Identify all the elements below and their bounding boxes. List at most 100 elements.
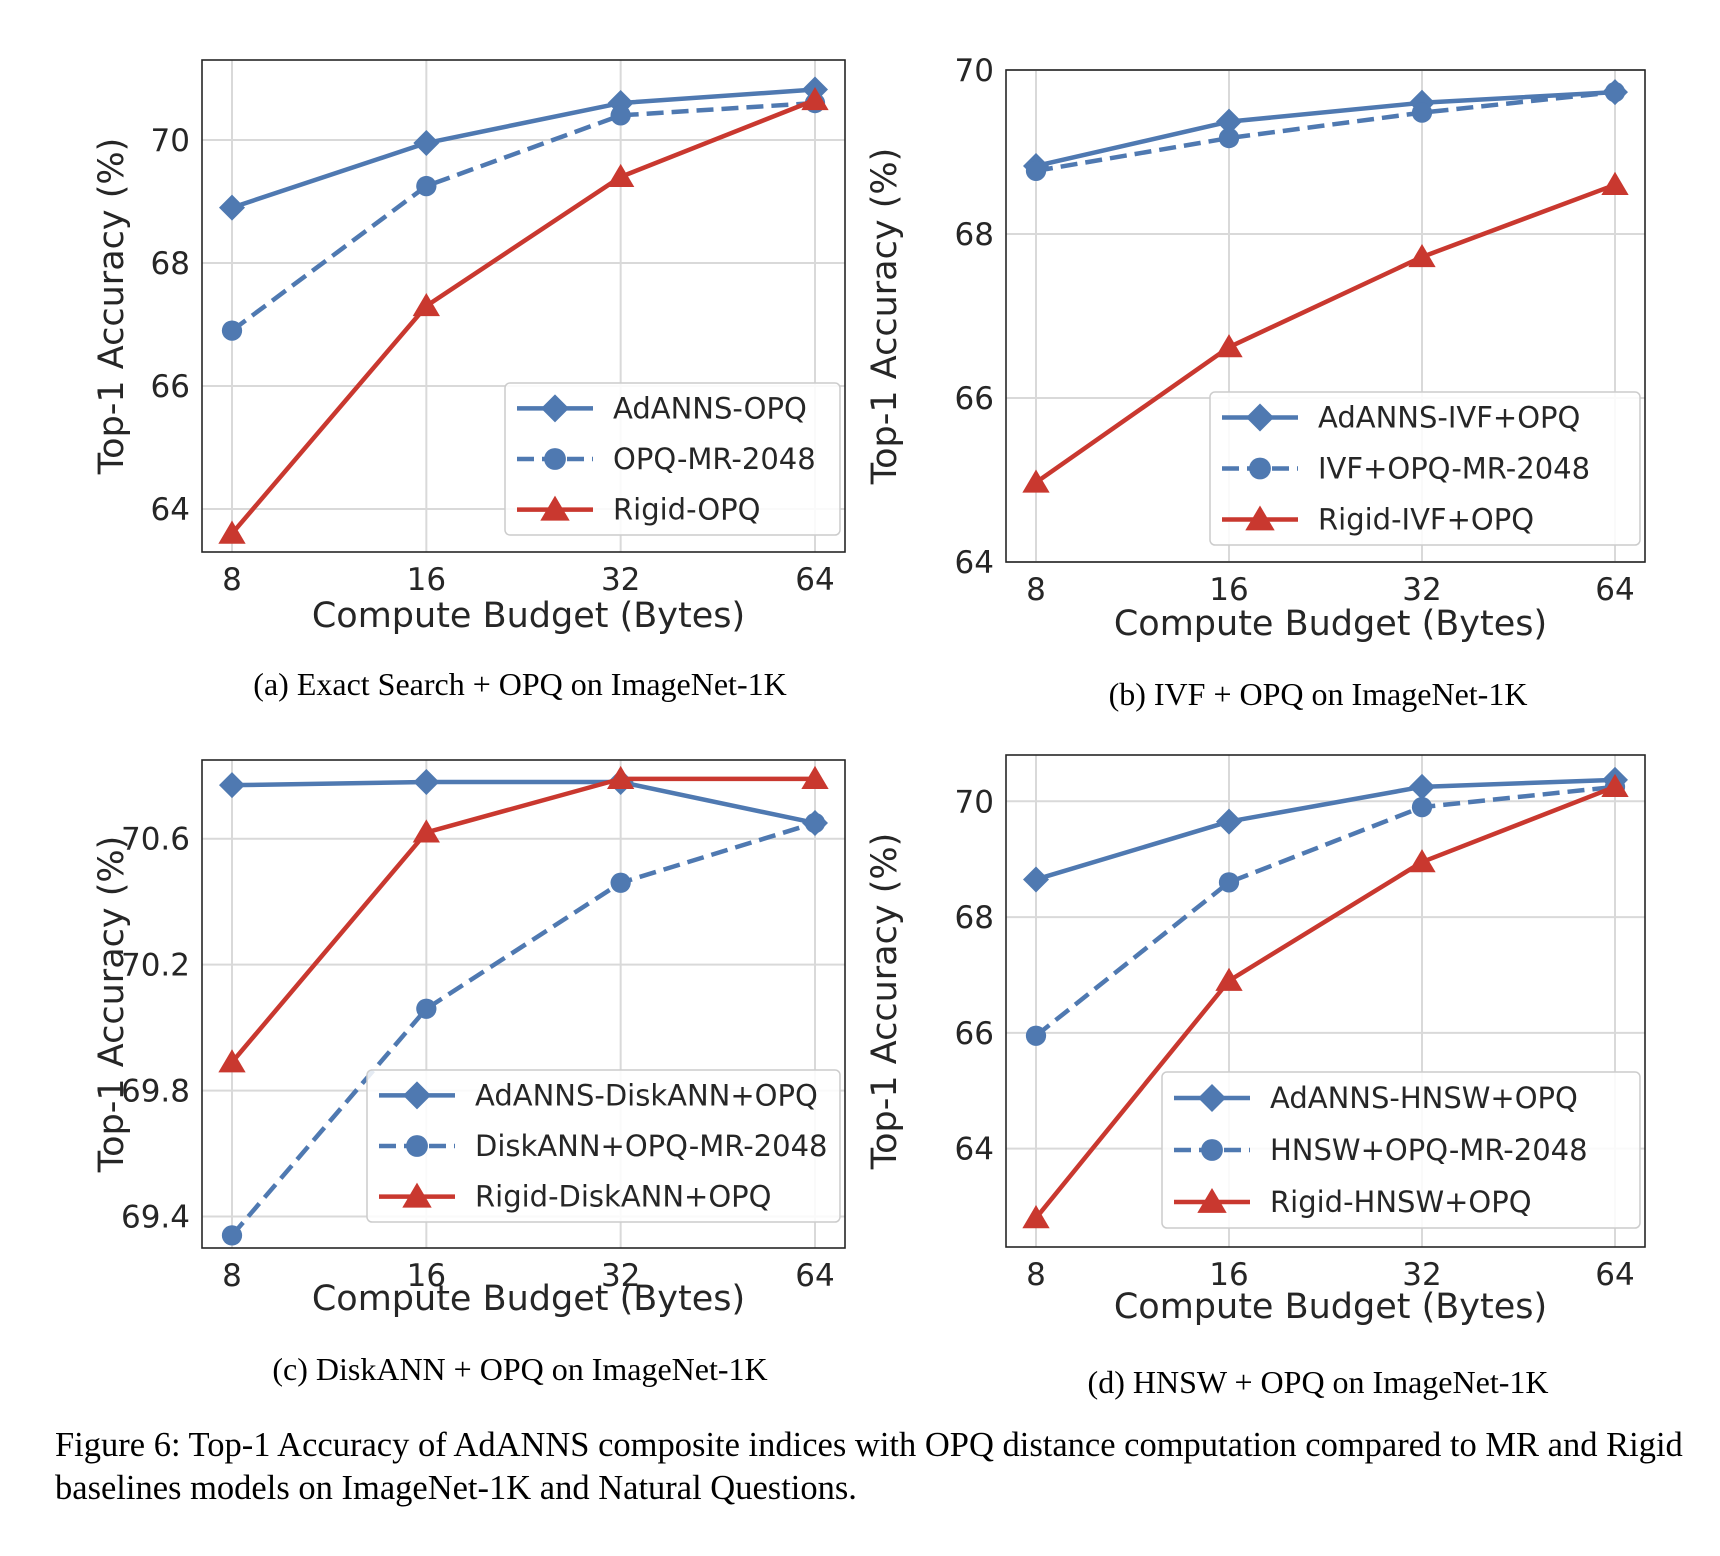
x-tick-label: 32: [1402, 1257, 1441, 1293]
data-point-circle: [1218, 127, 1240, 149]
series-1: [1025, 82, 1626, 181]
data-point-diamond: [1409, 773, 1435, 800]
x-axis-label: Compute Budget (Bytes): [1114, 1287, 1547, 1327]
legend-marker-circle: [1201, 1139, 1223, 1161]
y-tick-label: 70: [151, 123, 190, 159]
data-point-circle: [1025, 160, 1047, 181]
data-point-diamond: [413, 130, 440, 157]
series-line: [1035, 89, 1616, 169]
data-point-diamond: [1216, 808, 1242, 835]
data-point-circle: [1604, 82, 1626, 103]
legend-marker-diamond: [1198, 1084, 1226, 1112]
panel-caption: (c) DiskANN + OPQ on ImageNet-1K: [272, 1351, 767, 1387]
legend-label: HNSW+OPQ-MR-2048: [1270, 1133, 1588, 1167]
series-line: [1034, 182, 1616, 485]
y-tick-label: 64: [151, 492, 190, 528]
x-tick-label: 8: [222, 1258, 242, 1294]
data-point-diamond: [219, 772, 245, 799]
legend-box: [1209, 391, 1641, 546]
series-line: [1034, 784, 1616, 1220]
legend-label: IVF+OPQ-MR-2048: [1318, 452, 1590, 486]
data-point-triangle: [1215, 334, 1243, 358]
data-point-circle: [416, 175, 437, 197]
y-tick-label: 68: [151, 246, 190, 282]
plot-frame: [1005, 69, 1646, 563]
x-tick-label: 64: [795, 1258, 834, 1294]
legend-label: AdANNS-OPQ: [613, 391, 807, 425]
y-axis-label: Top-1 Accuracy (%): [92, 836, 132, 1174]
series-line: [230, 820, 816, 1237]
legend-label: OPQ-MR-2048: [613, 442, 816, 476]
chart-panel-a: 8 16 32 64 64 66 68 70 Compute Budget (Bytes) Top…: [92, 59, 846, 702]
data-point-triangle: [801, 86, 829, 111]
panel-caption: (b) IVF + OPQ on ImageNet-1K: [1109, 676, 1528, 712]
series-0: [1023, 79, 1628, 179]
data-point-triangle: [1022, 1205, 1050, 1229]
data-point-circle: [1025, 1025, 1047, 1046]
series-line: [1035, 777, 1616, 882]
panel-caption: (a) Exact Search + OPQ on ImageNet-1K: [253, 666, 786, 702]
series-1: [221, 812, 826, 1246]
data-point-circle: [221, 320, 243, 341]
data-point-circle: [610, 872, 631, 893]
legend-label: AdANNS-HNSW+OPQ: [1270, 1081, 1578, 1115]
data-point-triangle: [218, 520, 246, 544]
x-tick-label: 16: [1209, 572, 1248, 608]
legend-label: Rigid-HNSW+OPQ: [1270, 1185, 1532, 1219]
data-point-triangle: [1601, 171, 1629, 195]
legend-marker-triangle: [402, 1182, 432, 1208]
data-point-triangle: [1601, 773, 1629, 797]
legend-label: AdANNS-IVF+OPQ: [1318, 401, 1580, 435]
legend: AdANNS-IVF+OPQ IVF+OPQ-MR-2048 Rigid-IVF+O…: [1209, 391, 1641, 546]
data-point-circle: [1411, 796, 1433, 818]
y-tick-label: 66: [955, 1016, 994, 1052]
x-tick-label: 64: [795, 562, 834, 598]
series-2: [218, 86, 829, 544]
data-point-triangle: [1408, 849, 1436, 873]
x-axis-label: Compute Budget (Bytes): [1114, 604, 1547, 644]
legend-marker-triangle: [540, 495, 570, 521]
legend: AdANNS-DiskANN+OPQ DiskANN+OPQ-MR-2048 Rig…: [366, 1069, 841, 1223]
x-tick-label: 32: [1402, 572, 1441, 608]
legend-marker-triangle: [1197, 1188, 1227, 1213]
legend-marker-circle: [1249, 457, 1271, 480]
y-tick-label: 69.4: [121, 1200, 190, 1236]
legend-label: Rigid-OPQ: [613, 493, 761, 527]
legend-label: Rigid-IVF+OPQ: [1318, 503, 1534, 537]
data-point-triangle: [1215, 967, 1243, 991]
y-tick-label: 66: [151, 369, 190, 405]
y-tick-label: 70: [955, 784, 994, 820]
y-axis-label: Top-1 Accuracy (%): [865, 148, 905, 486]
y-tick-label: 70: [955, 53, 994, 89]
chart-panel-d: 8 16 32 64 64 66 68 70 Compute Budget (Bytes) Top…: [865, 754, 1646, 1400]
legend-marker-circle: [544, 448, 566, 470]
data-point-circle: [221, 1225, 243, 1246]
x-tick-label: 8: [222, 562, 242, 598]
x-axis-label: Compute Budget (Bytes): [312, 596, 745, 636]
x-tick-label: 8: [1026, 572, 1046, 608]
data-point-circle: [1411, 102, 1433, 123]
x-tick-label: 64: [1595, 1257, 1634, 1293]
data-point-circle: [1218, 872, 1240, 893]
y-tick-label: 68: [955, 217, 994, 253]
series-line: [230, 97, 816, 536]
series-0: [219, 76, 828, 221]
data-point-triangle: [412, 293, 440, 317]
x-axis-label: Compute Budget (Bytes): [312, 1279, 745, 1319]
data-point-circle: [416, 998, 437, 1019]
chart-panel-b: 8 16 32 64 64 66 68 70 Compute Budget (Bytes) Top…: [865, 53, 1646, 712]
data-point-triangle: [1022, 469, 1050, 493]
legend-marker-diamond: [1246, 403, 1274, 432]
data-point-triangle: [607, 765, 635, 790]
y-axis-label: Top-1 Accuracy (%): [865, 833, 905, 1171]
plot-frame: [201, 759, 846, 1249]
series-0: [1023, 766, 1628, 893]
legend-box: [1161, 1071, 1641, 1229]
y-tick-label: 64: [955, 545, 994, 581]
legend-label: AdANNS-DiskANN+OPQ: [475, 1078, 818, 1112]
plot-frame: [1005, 754, 1646, 1248]
series-2: [1022, 773, 1629, 1229]
y-tick-label: 68: [955, 900, 994, 936]
legend-label: Rigid-DiskANN+OPQ: [475, 1180, 772, 1214]
legend-marker-triangle: [1245, 505, 1275, 531]
